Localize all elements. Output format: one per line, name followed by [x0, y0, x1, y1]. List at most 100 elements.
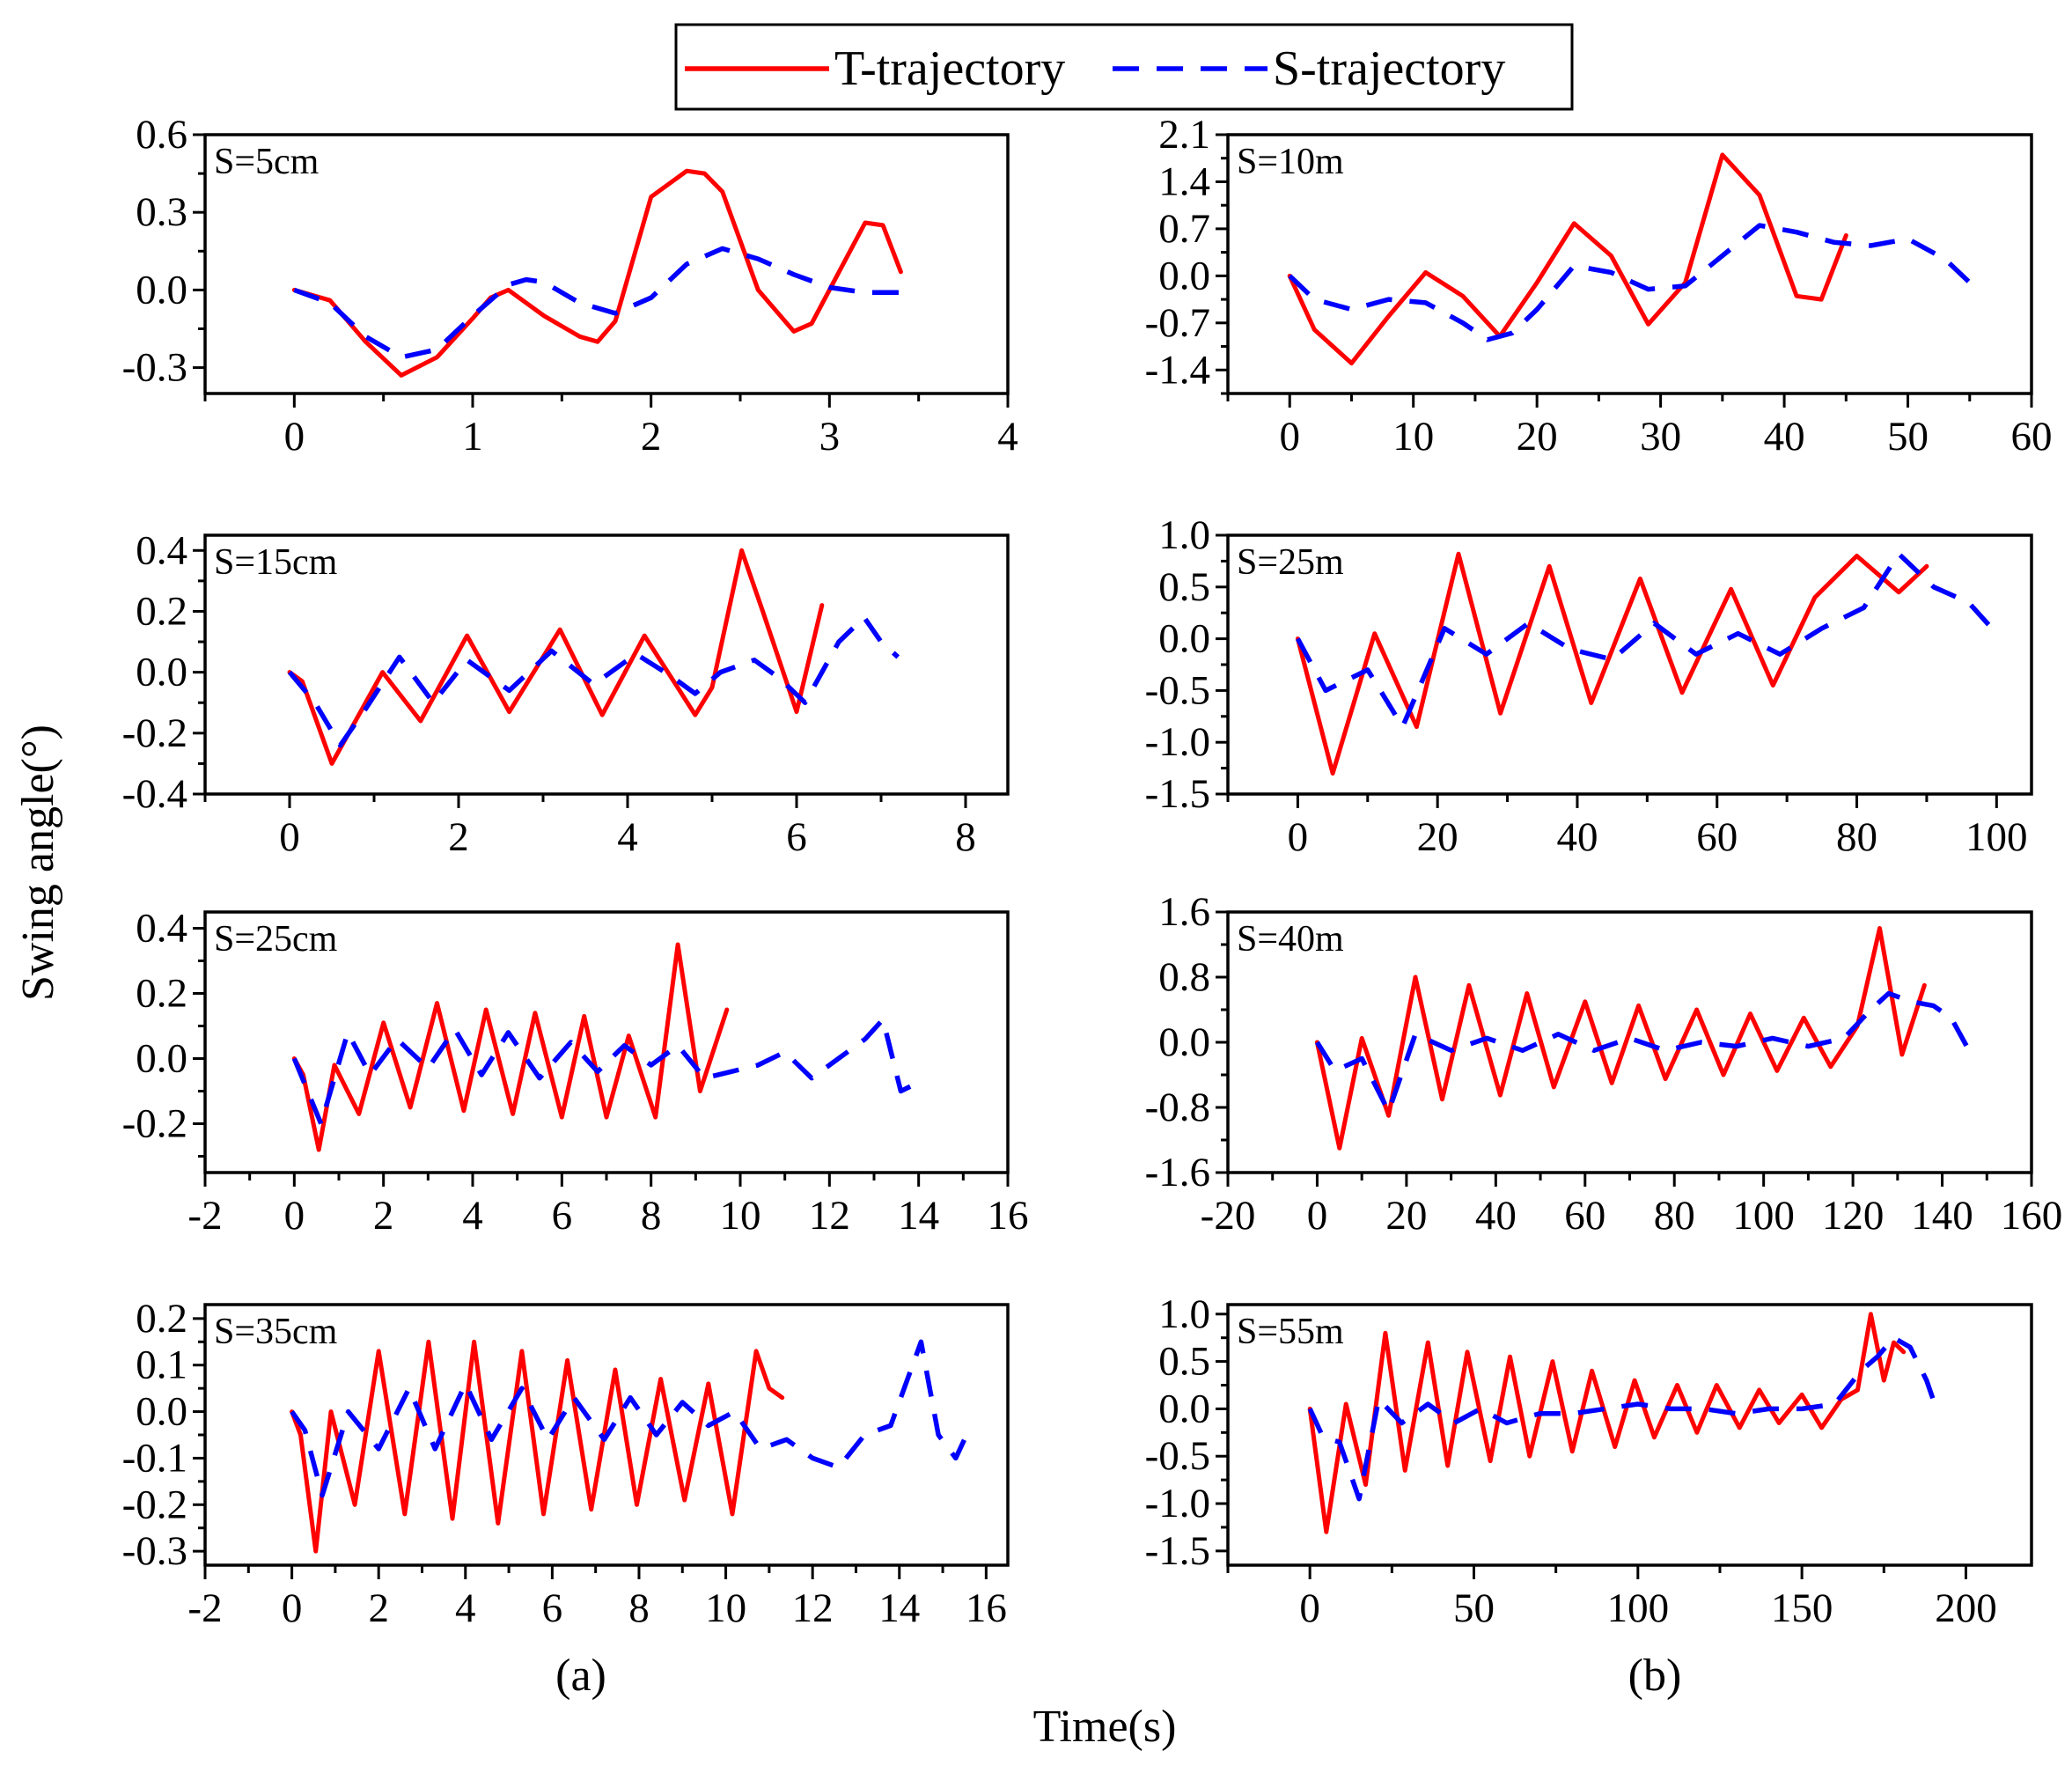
y-tick-label: 0.8: [1158, 954, 1210, 1000]
x-tick-label: 40: [1556, 814, 1598, 860]
x-tick-label: 3: [819, 414, 841, 460]
x-tick-label: 20: [1417, 814, 1458, 860]
series-line-t: [1287, 152, 1848, 366]
x-tick-label: 0: [284, 1193, 305, 1239]
panel-label: S=35cm: [214, 1312, 338, 1352]
series-line-s: [293, 246, 901, 360]
y-tick-label: -0.5: [1145, 1433, 1210, 1479]
plot-frame: [1226, 133, 2033, 395]
x-tick-label: 1: [462, 414, 483, 460]
x-tick-label: 20: [1517, 414, 1558, 460]
x-tick-label: 200: [1935, 1585, 1997, 1631]
y-tick-label: 0.7: [1158, 206, 1210, 252]
x-tick-label: 12: [792, 1585, 834, 1631]
x-tick-label: 60: [1564, 1193, 1605, 1239]
y-tick-label: 0.2: [136, 1296, 187, 1342]
x-tick-label: 60: [2011, 414, 2053, 460]
x-tick-label: 4: [455, 1585, 476, 1631]
x-tick-label: 100: [1732, 1193, 1795, 1239]
x-tick-label: 100: [1607, 1585, 1670, 1631]
panel-4: 0 20 40 60 80 100 -1.5 -1.0 -0.5 0.0 0.5 1.0 S=25m: [1145, 512, 2033, 860]
series-line-t: [291, 942, 730, 1152]
y-tick-label: 0.0: [136, 267, 187, 313]
x-tick-label: 50: [1453, 1585, 1495, 1631]
x-tick-label: -2: [187, 1193, 222, 1239]
y-tick-label: 0.0: [136, 650, 187, 695]
series-line-t: [291, 168, 903, 378]
plot-frame: [1226, 533, 2033, 796]
y-tick-label: 0.1: [136, 1342, 187, 1388]
y-tick-label: -1.0: [1145, 1481, 1210, 1526]
x-tick-label: 160: [2001, 1193, 2063, 1239]
x-tick-label: 80: [1836, 814, 1877, 860]
x-tick-label: -20: [1201, 1193, 1256, 1239]
x-tick-label: 0: [1288, 814, 1309, 860]
x-tick-label: 0: [282, 1585, 303, 1631]
y-tick-label: 2.1: [1158, 112, 1210, 158]
x-tick-label: 16: [966, 1585, 1007, 1631]
x-tick-label: 100: [1965, 814, 2028, 860]
x-tick-label: 10: [720, 1193, 761, 1239]
y-tick-label: 1.0: [1158, 1291, 1210, 1337]
x-tick-label: 12: [809, 1193, 850, 1239]
panel-label: S=25cm: [214, 919, 338, 960]
x-tick-label: 40: [1764, 414, 1805, 460]
panel-label: S=15cm: [214, 542, 338, 583]
panel-3: 0 2 4 6 8 -0.4 -0.2 0.0 0.2 0.4 S=15cm: [122, 527, 1010, 860]
panel-label: S=40m: [1237, 919, 1344, 960]
y-tick-label: 0.4: [136, 527, 187, 573]
y-tick-label: 0.0: [1158, 1019, 1210, 1065]
x-tick-label: 40: [1475, 1193, 1517, 1239]
x-tick-label: 10: [1392, 414, 1434, 460]
x-tick-label: 2: [373, 1193, 394, 1239]
y-tick-label: 0.5: [1158, 1339, 1210, 1385]
x-tick-label: 140: [1911, 1193, 1973, 1239]
y-tick-label: 0.6: [136, 112, 187, 158]
panel-6: -20 0 20 40 60 80 100 120 140 160 -1.6 -0.8 0.0 0.8 1.…: [1145, 889, 2063, 1239]
legend-label-t: T-trajectory: [834, 41, 1065, 96]
y-tick-label: -0.7: [1145, 300, 1210, 346]
y-tick-label: 0.3: [136, 189, 187, 235]
y-tick-label: -0.5: [1145, 667, 1210, 713]
panel-label: S=10m: [1237, 142, 1344, 182]
series-line-s: [1295, 551, 1999, 730]
x-tick-label: 2: [368, 1585, 389, 1631]
y-tick-label: 0.0: [1158, 253, 1210, 298]
y-tick-label: -0.2: [122, 710, 187, 756]
x-tick-label: 0: [1299, 1585, 1320, 1631]
x-tick-label: -2: [187, 1585, 222, 1631]
y-tick-label: 0.2: [136, 971, 187, 1017]
series-line-t: [290, 1339, 785, 1554]
x-tick-label: 0: [279, 814, 300, 860]
x-tick-label: 80: [1654, 1193, 1695, 1239]
x-tick-label: 4: [997, 414, 1018, 460]
x-tick-label: 2: [448, 814, 469, 860]
y-tick-label: -0.4: [122, 771, 187, 817]
x-tick-label: 150: [1771, 1585, 1833, 1631]
column-label-a: (a): [555, 1651, 606, 1701]
x-tick-label: 8: [628, 1585, 650, 1631]
legend: T-trajectory S-trajectory: [674, 23, 1574, 111]
y-tick-label: -0.8: [1145, 1085, 1210, 1130]
series-line-t: [1307, 1312, 1907, 1534]
y-tick-label: -1.4: [1145, 347, 1210, 393]
x-tick-label: 50: [1887, 414, 1929, 460]
y-tick-label: -0.3: [122, 345, 187, 391]
y-tick-label: 0.4: [136, 906, 187, 952]
panel-label: S=25m: [1237, 542, 1344, 583]
y-tick-label: 0.0: [1158, 616, 1210, 662]
x-tick-label: 6: [786, 814, 807, 860]
series-line-s: [287, 614, 900, 748]
series-line-s: [1288, 223, 1972, 342]
series-line-t: [1314, 926, 1927, 1151]
y-tick-label: 0.0: [136, 1389, 187, 1435]
x-tick-label: 30: [1640, 414, 1681, 460]
y-tick-label: 1.6: [1158, 889, 1210, 935]
y-tick-label: -1.5: [1145, 1528, 1210, 1574]
plot-frame: [203, 533, 1010, 796]
x-tick-label: 6: [542, 1585, 563, 1631]
x-axis-title: Time(s): [1033, 1702, 1177, 1752]
x-tick-label: 60: [1696, 814, 1738, 860]
